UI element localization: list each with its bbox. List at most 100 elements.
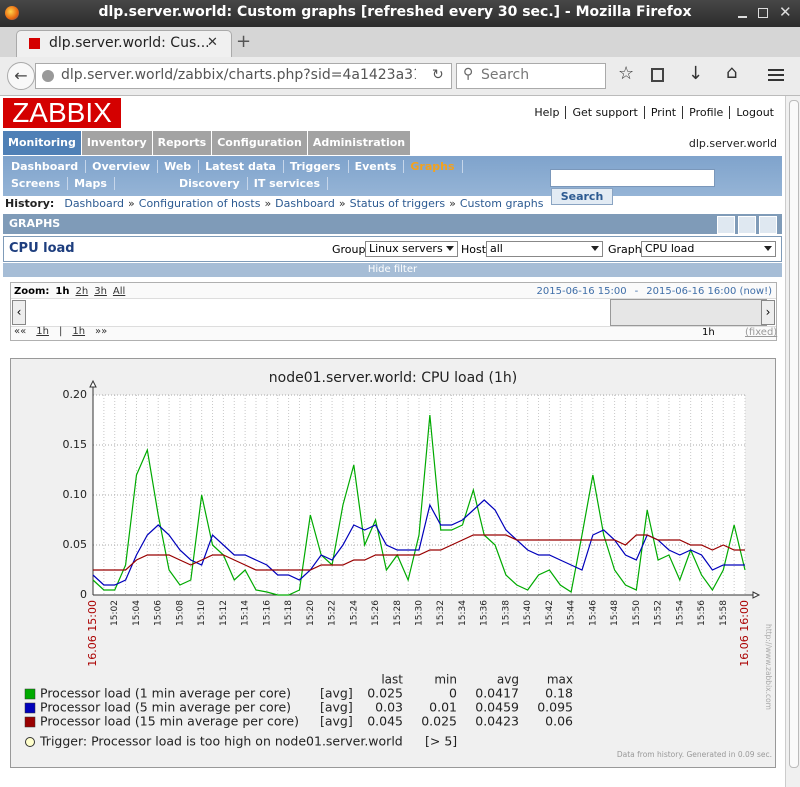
sub-nav-link[interactable]: Latest data: [201, 160, 284, 173]
main-tab[interactable]: Administration: [307, 131, 411, 155]
sub-nav-link[interactable]: Graphs: [406, 160, 463, 173]
zoom-nav-item[interactable]: »»: [95, 326, 108, 337]
top-link[interactable]: Profile: [682, 106, 729, 119]
scrollbar[interactable]: [785, 96, 800, 787]
legend-name: Processor load (15 min average per core): [40, 714, 299, 729]
zoom-nav-item[interactable]: 1h: [36, 326, 49, 337]
timeline-left[interactable]: ‹: [12, 300, 26, 325]
firefox-icon: [5, 6, 19, 20]
legend-swatch: [24, 702, 36, 714]
legend-function: [avg]: [320, 714, 353, 729]
history-separator: »: [449, 197, 456, 210]
sub-nav-link[interactable]: Web: [160, 160, 200, 173]
x-tick-label: 15:08: [175, 600, 185, 626]
x-tick-label: 15:02: [110, 600, 120, 626]
fullscreen-button[interactable]: [759, 216, 777, 234]
main-tab[interactable]: Reports: [152, 131, 212, 155]
x-tick-label: 15:06: [154, 600, 164, 626]
history-link[interactable]: Dashboard: [275, 197, 335, 210]
top-link[interactable]: Help: [534, 106, 560, 119]
legend-stat: 0.045: [367, 714, 403, 729]
top-link[interactable]: Get support: [565, 106, 643, 119]
history-link[interactable]: Dashboard: [64, 197, 125, 210]
home-button[interactable]: ⌂: [726, 62, 738, 83]
sub-nav-link[interactable]: Maps: [70, 177, 115, 190]
graph-footer: Data from history. Generated in 0.09 sec…: [617, 750, 772, 759]
history-link[interactable]: Status of triggers: [349, 197, 446, 210]
x-axis-arrow: [752, 591, 761, 599]
timeline-right[interactable]: ›: [761, 300, 775, 325]
filter-row: CPU load Group Linux servers Host all Gr…: [3, 236, 782, 262]
menu-button[interactable]: [768, 69, 784, 71]
group-label: Group: [332, 243, 366, 256]
sub-nav-link[interactable]: IT services: [250, 177, 329, 190]
x-tick-label: 16.06 16:00: [738, 600, 751, 667]
host-select[interactable]: all: [486, 241, 603, 257]
y-tick-label: 0.20: [63, 388, 88, 401]
sub-nav-link[interactable]: Discovery: [175, 177, 248, 190]
fixed-toggle[interactable]: (fixed): [745, 327, 778, 338]
url-bar[interactable]: dlp.server.world/zabbix/charts.php?sid=4…: [35, 63, 452, 89]
zoom-option[interactable]: 2h: [75, 286, 89, 297]
main-tabs: Monitoring Inventory Reports Configuration A…: [3, 131, 411, 155]
zoom-range: 2015-06-16 15:00 - 2015-06-16 16:00 (now…: [537, 286, 772, 297]
zoom-option[interactable]: 3h: [94, 286, 107, 297]
history-link[interactable]: Custom graphs: [459, 197, 544, 210]
history-link[interactable]: Configuration of hosts: [138, 197, 261, 210]
series-line: [93, 534, 745, 571]
group-select[interactable]: Linux servers: [365, 241, 458, 257]
legend-stat: 0: [449, 686, 457, 701]
logo[interactable]: ZABBIX: [3, 98, 121, 128]
minimize-button[interactable]: [738, 16, 747, 18]
scroll-thumb[interactable]: [789, 100, 799, 768]
hide-filter[interactable]: Hide filter: [3, 263, 782, 277]
timeline-slider[interactable]: [610, 299, 767, 326]
search-input[interactable]: [550, 169, 715, 187]
zoom-nav-item[interactable]: 1h: [72, 326, 86, 337]
tab-close[interactable]: ✕: [207, 35, 218, 50]
sub-nav-link[interactable]: Events: [351, 160, 405, 173]
refresh-button[interactable]: [738, 216, 756, 234]
sub-nav-link[interactable]: Screens: [7, 177, 69, 190]
zoom-option[interactable]: All: [112, 286, 126, 297]
sub-nav-link[interactable]: Triggers: [286, 160, 349, 173]
x-tick-label: 15:48: [610, 600, 620, 626]
sub-nav-link[interactable]: Dashboard: [7, 160, 87, 173]
filter-title: CPU load: [9, 241, 75, 256]
range-start: 2015-06-16 15:00: [536, 286, 627, 297]
browser-tab[interactable]: dlp.server.world: Cus... ✕: [16, 30, 232, 58]
top-link[interactable]: Logout: [729, 106, 780, 119]
x-tick-label: 15:52: [654, 600, 664, 626]
zoom-nav-item[interactable]: ««: [14, 326, 27, 337]
close-button[interactable]: ✕: [779, 3, 792, 21]
graph-select[interactable]: CPU load: [641, 241, 776, 257]
graph: node01.server.world: CPU load (1h) 16.06…: [10, 358, 776, 768]
sub-nav-link[interactable]: Overview: [88, 160, 159, 173]
hide-filter-text[interactable]: Hide filter: [367, 264, 418, 275]
back-button[interactable]: ←: [7, 62, 35, 90]
top-link[interactable]: Print: [643, 106, 682, 119]
x-tick-label: 15:18: [284, 600, 294, 626]
download-button[interactable]: ↓: [688, 63, 704, 84]
site-icon: [42, 70, 54, 82]
history-separator: »: [128, 197, 135, 210]
new-tab[interactable]: +: [236, 31, 252, 52]
main-tab[interactable]: Monitoring: [3, 131, 81, 155]
zoom-option[interactable]: 1h: [55, 286, 70, 297]
main-tab[interactable]: Configuration: [212, 131, 307, 155]
legend-swatch: [24, 688, 36, 700]
tab-bar: dlp.server.world: Cus... ✕ +: [0, 27, 800, 58]
x-tick-label: 15:40: [523, 600, 533, 626]
search-box[interactable]: ⚲ Search: [456, 63, 606, 89]
main-tab[interactable]: Inventory: [81, 131, 152, 155]
bookmark-button[interactable]: ☆: [618, 63, 635, 84]
y-tick-label: 0.10: [63, 488, 88, 501]
reading-list-button[interactable]: [651, 68, 664, 82]
search-button[interactable]: Search: [551, 188, 613, 205]
timeline[interactable]: ‹ ›: [11, 298, 776, 327]
reload-button[interactable]: ↻: [432, 67, 444, 83]
maximize-button[interactable]: [758, 8, 768, 18]
legend-column-header: max: [547, 673, 573, 687]
y-axis-arrow: [89, 379, 97, 388]
add-favorite-button[interactable]: [717, 216, 735, 234]
